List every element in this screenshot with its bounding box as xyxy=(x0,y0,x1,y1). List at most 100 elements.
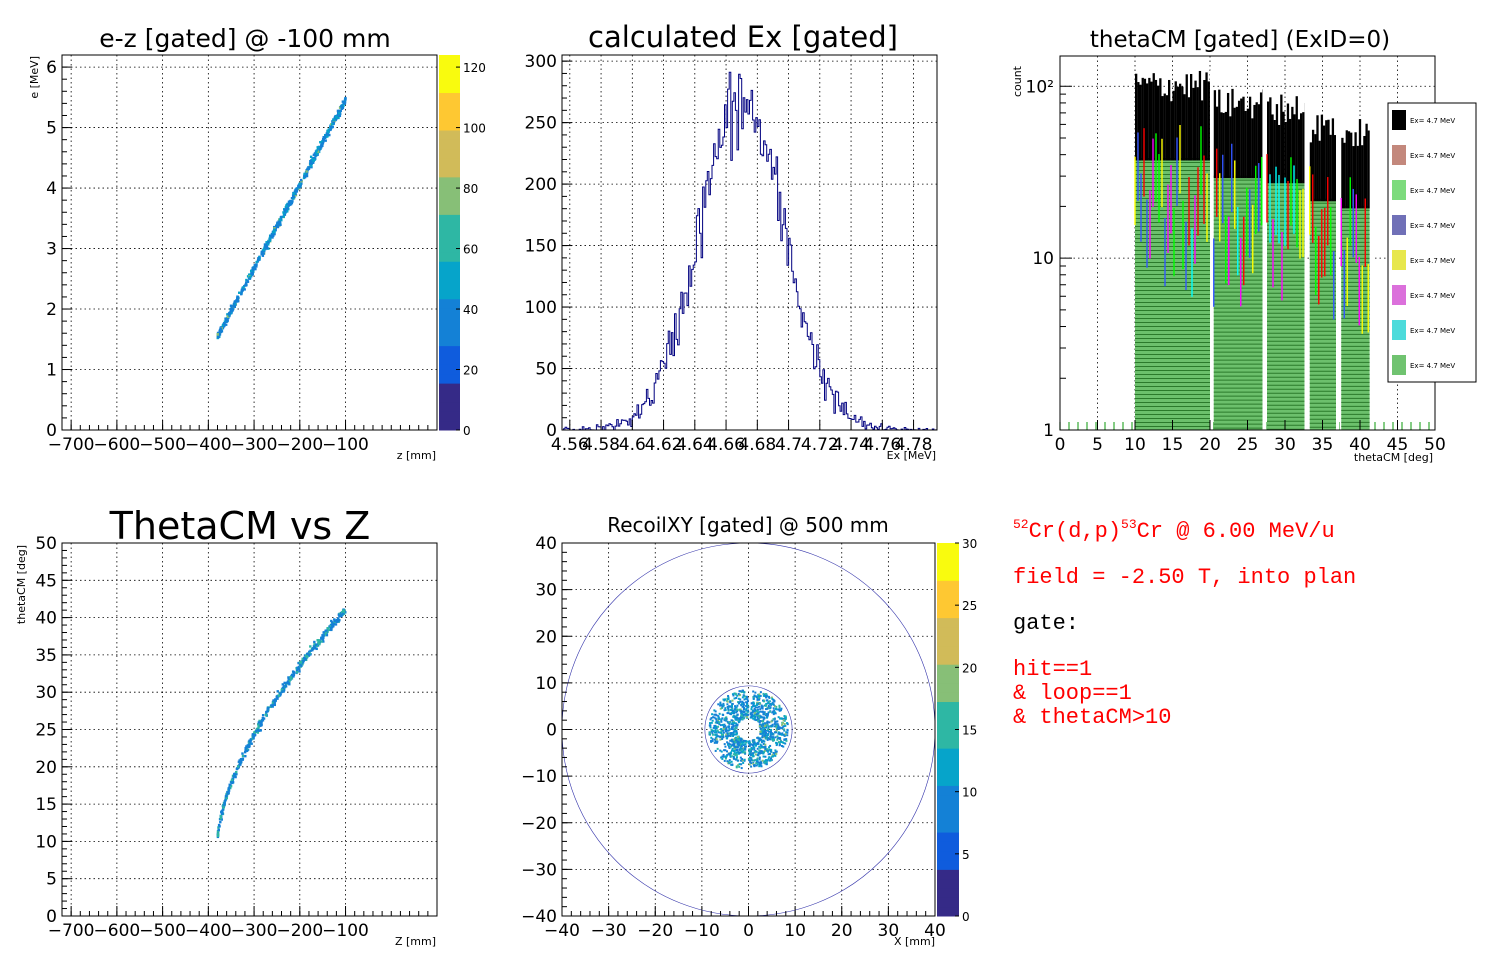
x-tick-label: 0 xyxy=(743,921,754,941)
recoil-point xyxy=(783,715,786,718)
x-tick-label: 10 xyxy=(1124,435,1146,455)
recoil-point xyxy=(765,696,768,699)
theta-z-point xyxy=(313,643,316,646)
ez-point xyxy=(270,232,274,236)
ez-point xyxy=(227,316,230,320)
recoil-point xyxy=(722,698,725,701)
recoil-point xyxy=(730,712,733,715)
ez-point xyxy=(245,278,248,282)
recoil-point xyxy=(764,733,767,736)
theta-z-point xyxy=(288,678,292,681)
y-tick-label: 45 xyxy=(35,571,57,591)
palette-cell xyxy=(937,561,959,572)
ez-point xyxy=(306,168,309,172)
palette-cell xyxy=(937,645,959,656)
ez-point xyxy=(298,185,302,189)
recoil-point xyxy=(762,724,765,727)
theta-z-point xyxy=(247,745,251,748)
target-mass-number: 52 xyxy=(1013,517,1029,532)
recoil-point xyxy=(752,697,755,700)
x-tick-label: −500 xyxy=(139,921,186,941)
legend-label: Ex= 4.7 MeV xyxy=(1410,327,1455,335)
recoil-point xyxy=(744,712,747,715)
ez-point xyxy=(285,208,288,212)
chart-title: RecoilXY [gated] @ 500 mm xyxy=(607,513,889,537)
recoil-point xyxy=(777,724,780,727)
recoil-point xyxy=(750,762,753,765)
recoil-point xyxy=(727,712,730,715)
theta-z-point xyxy=(338,619,341,622)
ez-point xyxy=(248,277,252,280)
recoil-point xyxy=(710,717,713,720)
theta-z-point xyxy=(272,699,275,702)
recoil-point xyxy=(752,717,755,720)
recoil-point xyxy=(739,708,742,711)
recoil-point xyxy=(758,693,761,696)
recoil-point xyxy=(727,707,730,710)
legend-swatch xyxy=(1392,110,1406,130)
bar-black xyxy=(1141,77,1144,161)
y-tick-label: 20 xyxy=(535,627,557,647)
recoil-point xyxy=(775,705,778,708)
theta-z-point xyxy=(281,683,284,686)
theta-z-point xyxy=(341,609,345,612)
recoil-point xyxy=(739,737,742,740)
recoil-point xyxy=(743,745,746,748)
recoil-point xyxy=(746,703,749,706)
y-tick-label: −30 xyxy=(521,860,557,880)
palette-cell xyxy=(937,804,959,814)
recoil-point xyxy=(753,718,756,721)
recoil-point xyxy=(761,759,764,762)
recoil-point xyxy=(766,738,769,741)
recoil-point xyxy=(742,744,745,747)
recoil-point xyxy=(740,745,743,748)
recoil-point xyxy=(752,695,755,698)
theta-z-point xyxy=(217,823,221,827)
bar-black xyxy=(1183,94,1186,161)
recoil-point xyxy=(761,734,764,737)
recoil-point xyxy=(709,726,712,729)
recoil-point xyxy=(748,742,751,745)
bar-black xyxy=(1218,89,1221,179)
theta-z-point xyxy=(321,638,324,641)
bar-black xyxy=(1352,146,1355,209)
y-axis-label: thetaCM [deg] xyxy=(15,545,28,624)
recoil-point xyxy=(732,715,735,718)
recoil-point xyxy=(726,703,729,706)
recoil-point xyxy=(733,733,736,736)
bar-black xyxy=(1146,83,1149,161)
recoil-point xyxy=(724,725,727,728)
recoil-point xyxy=(770,755,773,758)
recoil-point xyxy=(767,704,770,707)
palette-cell xyxy=(439,308,460,318)
ez-point xyxy=(229,304,233,307)
x-tick-label: −600 xyxy=(94,435,141,455)
field-line: field = -2.50 T, into plan xyxy=(1013,565,1357,590)
recoil-point xyxy=(757,696,760,699)
theta-z-point xyxy=(253,733,257,737)
recoil-point xyxy=(772,751,775,754)
recoil-point xyxy=(722,702,725,705)
recoil-point xyxy=(778,704,781,707)
y-tick-label: 0 xyxy=(46,907,57,927)
recoil-point xyxy=(742,749,745,752)
ez-point xyxy=(224,318,228,322)
bar-black xyxy=(1291,106,1294,184)
recoil-point xyxy=(759,694,762,697)
recoil-point xyxy=(732,723,735,726)
recoil-point xyxy=(761,723,764,726)
recoil-point xyxy=(736,694,739,697)
recoil-point xyxy=(758,763,761,766)
theta-z-point xyxy=(292,673,296,677)
ez-point xyxy=(220,330,224,333)
recoil-point xyxy=(765,736,768,739)
recoil-point xyxy=(767,725,770,728)
recoil-point xyxy=(756,757,759,760)
theta-z-point xyxy=(249,738,252,742)
recoil-point xyxy=(732,732,735,735)
theta-z-point xyxy=(284,685,288,688)
ez-point xyxy=(216,331,220,335)
x-tick-label: 20 xyxy=(831,921,853,941)
recoil-point xyxy=(756,718,759,721)
theta-z-point xyxy=(259,724,262,727)
